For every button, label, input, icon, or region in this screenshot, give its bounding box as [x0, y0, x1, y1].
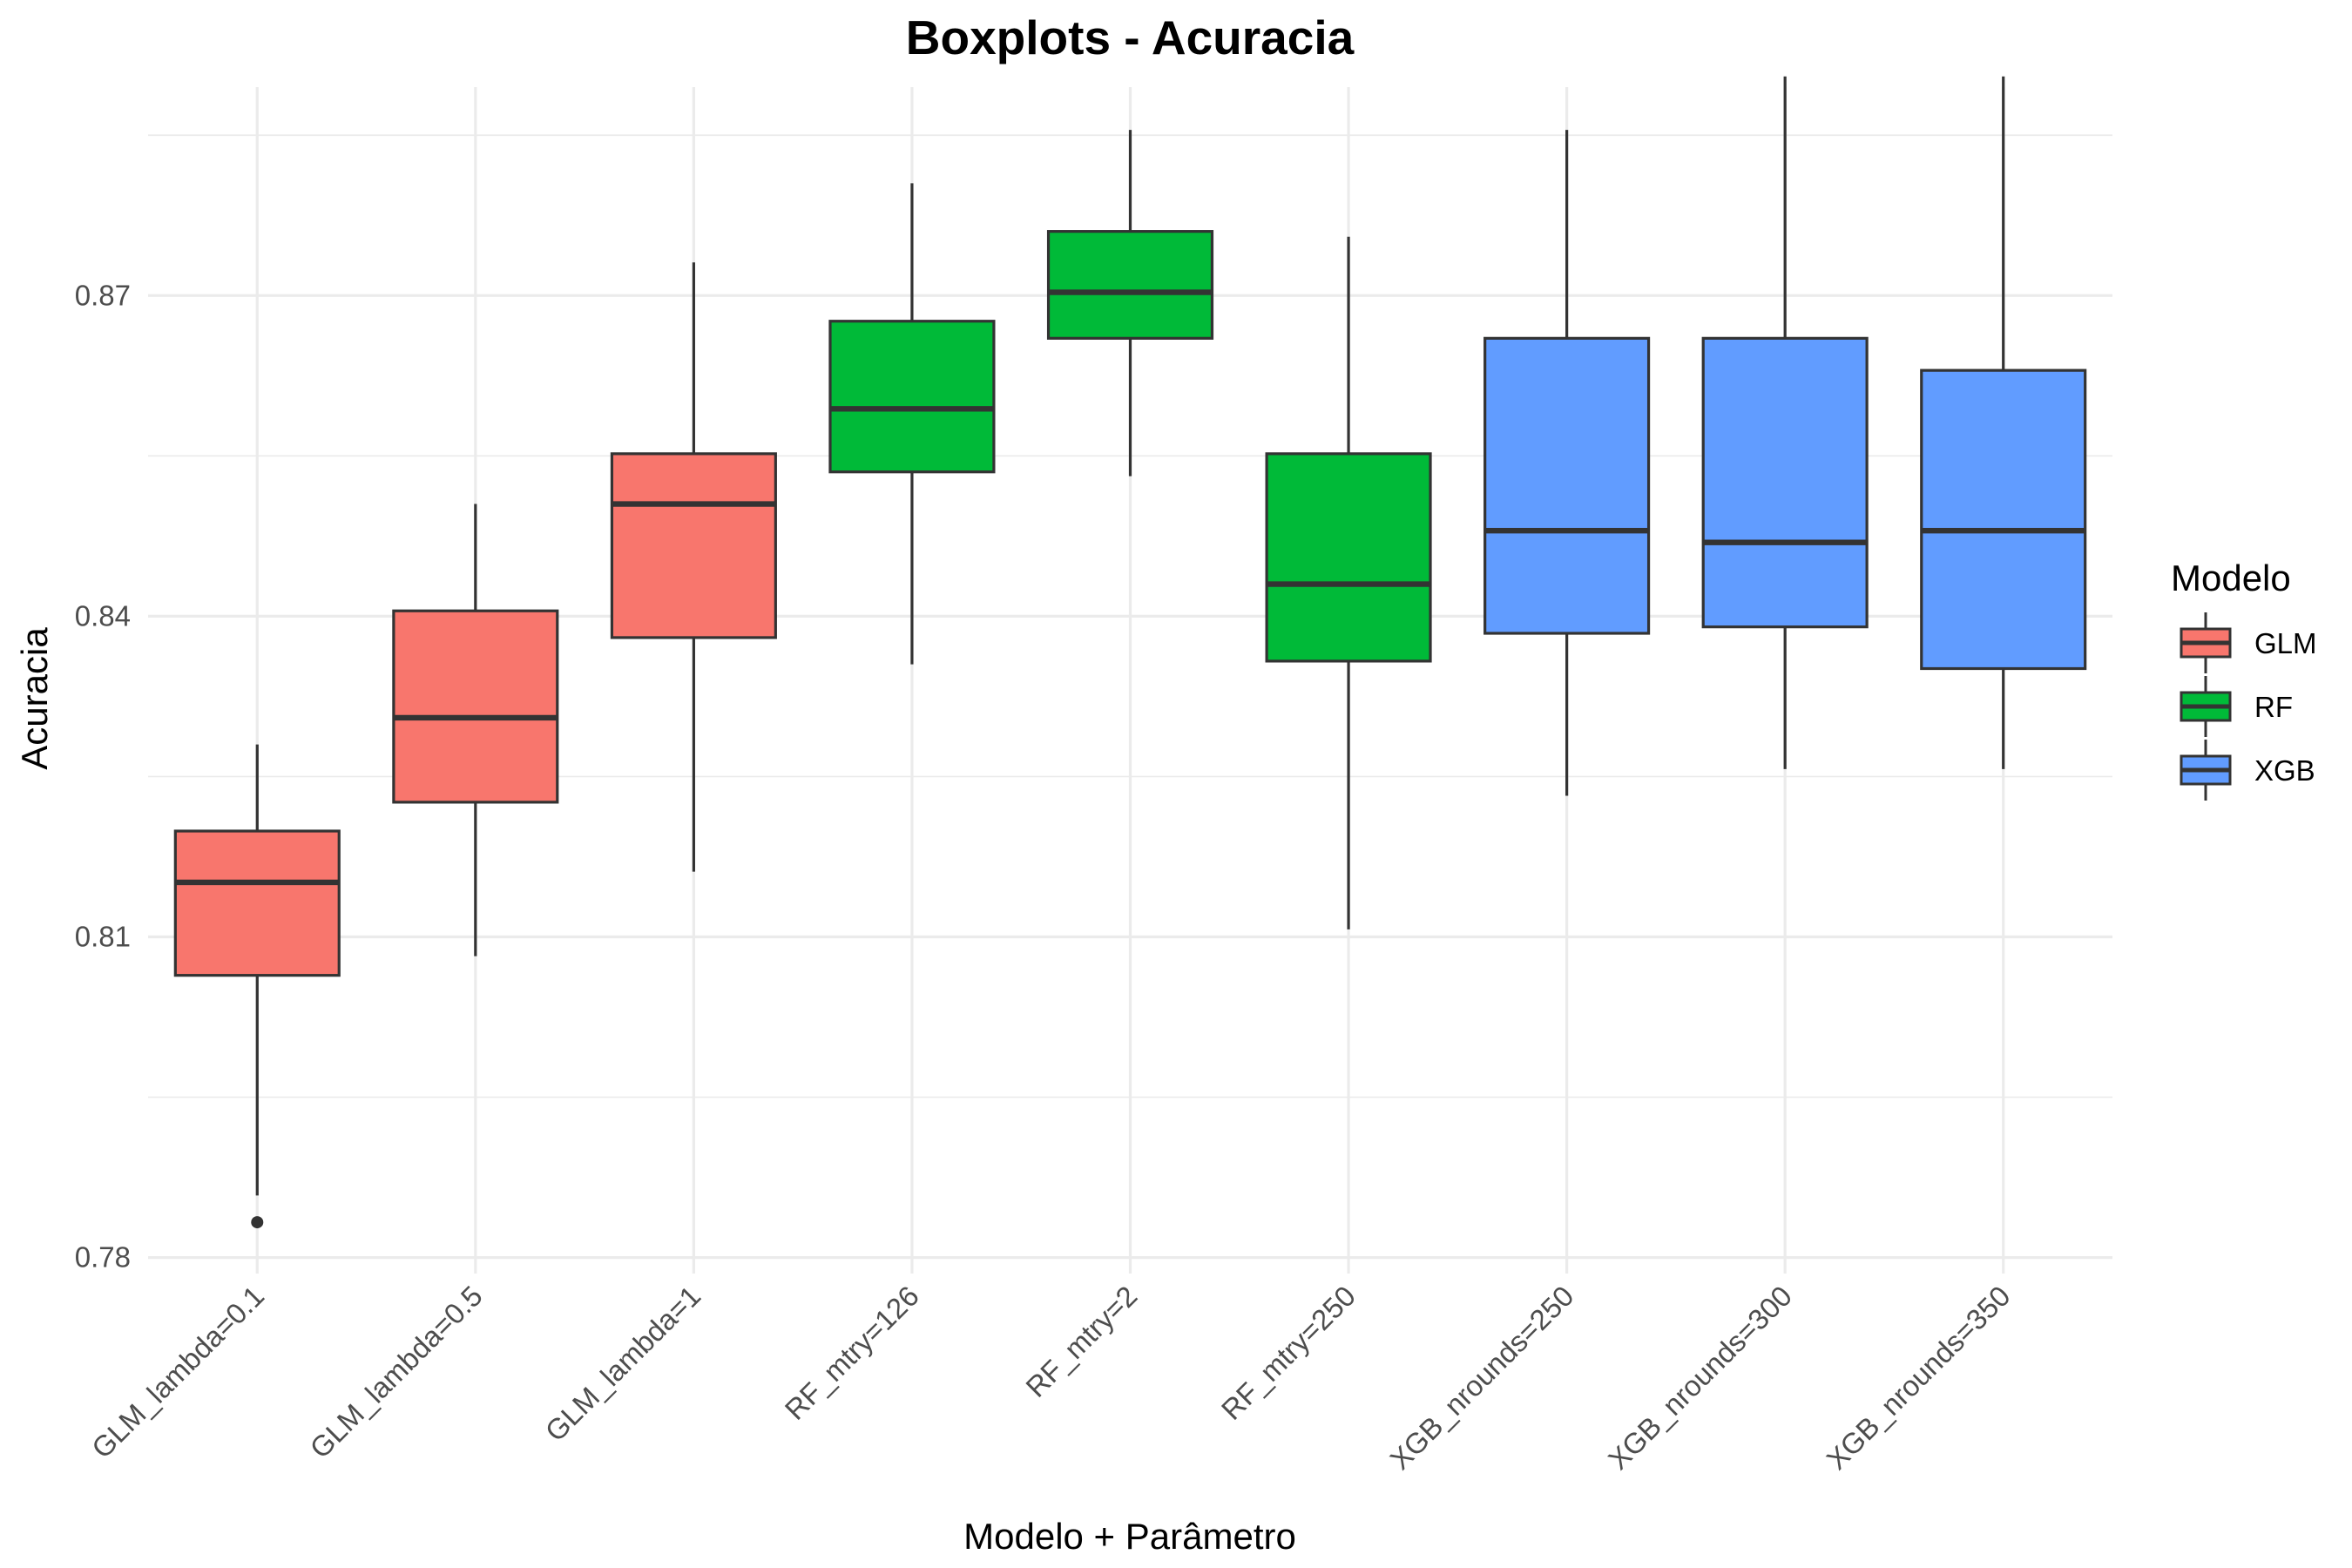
boxplot-marks: [173, 76, 2087, 1229]
boxplot-XGB_nrounds=350: [1920, 76, 2087, 769]
iqr-box: [1701, 336, 1869, 629]
boxplot-RF_mtry=2: [1046, 130, 1214, 476]
legend-item-glm: GLM: [2180, 612, 2317, 673]
iqr-box: [392, 609, 559, 804]
legend: Modelo GLM RF XGB: [2171, 558, 2317, 801]
boxplot-GLM_lambda=0.1: [173, 744, 341, 1229]
iqr-box: [1920, 368, 2087, 671]
x-tick-label: RF_mtry=2: [1019, 1280, 1143, 1403]
y-tick-label: 0.87: [75, 279, 131, 311]
x-tick-label: GLM_lambda=0.1: [85, 1280, 270, 1464]
boxplot-XGB_nrounds=300: [1701, 76, 1869, 769]
x-tick-label: RF_mtry=250: [1215, 1280, 1362, 1426]
iqr-box: [1484, 336, 1651, 635]
x-axis-title: Modelo + Parâmetro: [963, 1516, 1296, 1557]
y-tick-label: 0.81: [75, 920, 131, 952]
boxplot-XGB_nrounds=250: [1484, 130, 1651, 796]
x-tick-label: GLM_lambda=1: [538, 1280, 706, 1448]
legend-item-rf: RF: [2180, 676, 2293, 737]
x-tick-label: XGB_nrounds=250: [1383, 1280, 1579, 1476]
iqr-box: [1265, 452, 1432, 663]
chart-title: Boxplots - Acuracia: [906, 10, 1355, 64]
iqr-box: [828, 320, 996, 474]
legend-label: RF: [2254, 691, 2293, 723]
outlier-point: [251, 1216, 264, 1229]
boxplot-RF_mtry=126: [828, 183, 996, 665]
iqr-box: [1046, 230, 1214, 340]
y-tick-label: 0.84: [75, 599, 131, 632]
iqr-box: [610, 452, 777, 639]
y-axis-title: Acuracia: [14, 627, 55, 770]
x-tick-label: XGB_nrounds=300: [1602, 1280, 1798, 1476]
legend-title: Modelo: [2171, 558, 2291, 598]
x-tick-label: RF_mtry=126: [779, 1280, 925, 1426]
boxplot-RF_mtry=250: [1265, 236, 1432, 929]
boxplot-GLM_lambda=1: [610, 262, 777, 872]
x-tick-label: GLM_lambda=0.5: [303, 1280, 488, 1464]
y-tick-label: 0.78: [75, 1241, 131, 1274]
boxplot-GLM_lambda=0.5: [392, 504, 559, 956]
iqr-box: [173, 829, 341, 977]
legend-item-xgb: XGB: [2180, 740, 2315, 801]
legend-label: GLM: [2254, 627, 2317, 659]
x-tick-label: XGB_nrounds=350: [1820, 1280, 2016, 1476]
legend-label: XGB: [2254, 754, 2315, 787]
